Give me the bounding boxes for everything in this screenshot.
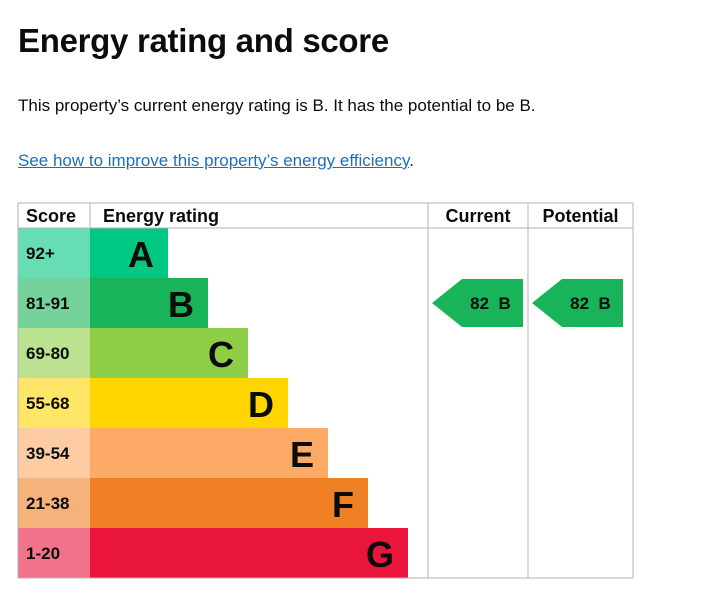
current-rating-label: 82 B [470,294,511,313]
score-range-g: 1-20 [26,544,60,563]
score-cell-f [18,478,90,528]
current-rating-arrow [432,279,523,327]
rating-letter-f: F [332,484,354,525]
score-cell-a [18,228,90,278]
rating-letter-g: G [366,534,394,575]
rating-bar-d [90,378,288,428]
rating-letter-b: B [168,284,194,325]
rating-bar-a [90,228,168,278]
improve-efficiency-link[interactable]: See how to improve this property’s energ… [18,151,410,170]
rating-bar-b [90,278,208,328]
improve-link-suffix: . [409,151,414,170]
rating-bar-e [90,428,328,478]
rating-letter-a: A [128,234,154,275]
rating-letter-c: C [208,334,234,375]
rating-summary: This property’s current energy rating is… [18,96,536,115]
header-current: Current [445,206,510,226]
rating-letter-e: E [290,434,314,475]
rating-bar-f [90,478,368,528]
score-cell-e [18,428,90,478]
score-cell-g [18,528,90,578]
header-potential: Potential [542,206,618,226]
score-range-b: 81-91 [26,294,69,313]
score-cell-c [18,328,90,378]
header-energy-rating: Energy rating [103,206,219,226]
rating-bar-c [90,328,248,378]
page-title: Energy rating and score [18,22,389,59]
score-range-c: 69-80 [26,344,69,363]
potential-rating-label: 82 B [570,294,611,313]
improve-paragraph: See how to improve this property’s energ… [18,151,414,171]
score-range-a: 92+ [26,244,55,263]
rating-letter-d: D [248,384,274,425]
rating-bar-g [90,528,408,578]
score-range-d: 55-68 [26,394,69,413]
score-cell-d [18,378,90,428]
score-range-f: 21-38 [26,494,69,513]
score-cell-b [18,278,90,328]
potential-rating-arrow [532,279,623,327]
score-range-e: 39-54 [26,444,70,463]
header-score: Score [26,206,76,226]
